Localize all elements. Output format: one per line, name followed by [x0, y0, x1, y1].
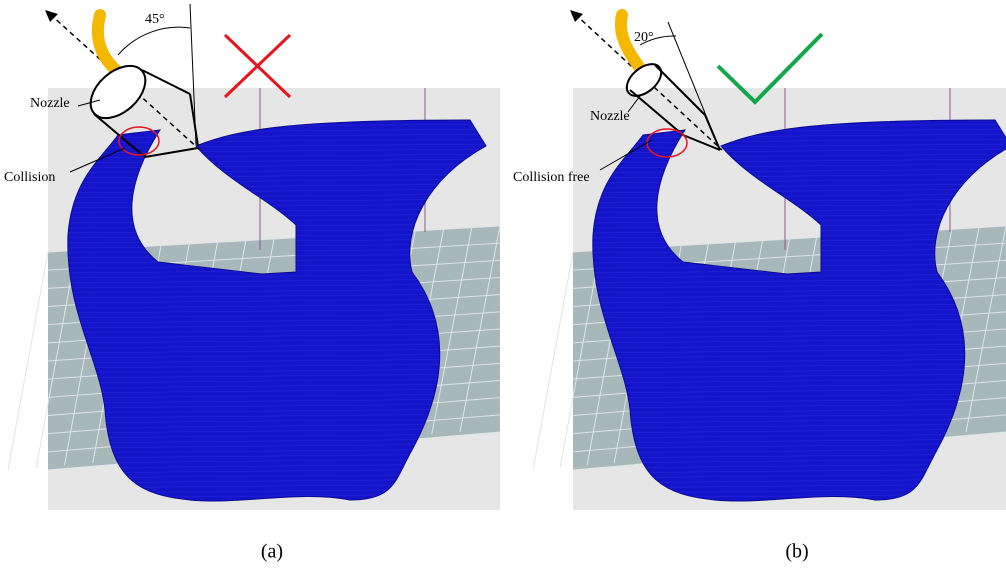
scene: [8, 88, 500, 510]
collision-label: Collision: [4, 170, 55, 185]
nozzle-label: Nozzle: [590, 109, 630, 124]
caption: (a): [261, 541, 283, 563]
figure: 45° Nozzle Collision (a) 20° Nozzle Coll…: [0, 0, 1006, 573]
filament: [98, 15, 118, 72]
angle-arc: [118, 27, 190, 55]
collision-label: Collision free: [513, 170, 590, 185]
arrow-head: [570, 10, 583, 22]
angle-label: 20°: [634, 30, 654, 45]
arrow-head: [45, 10, 58, 22]
nozzle-label: Nozzle: [30, 96, 70, 111]
scenes: [8, 88, 1006, 510]
caption: (b): [785, 541, 808, 563]
floor-grid: [533, 252, 573, 470]
scene: [533, 88, 1006, 510]
angle-label: 45°: [145, 12, 165, 27]
